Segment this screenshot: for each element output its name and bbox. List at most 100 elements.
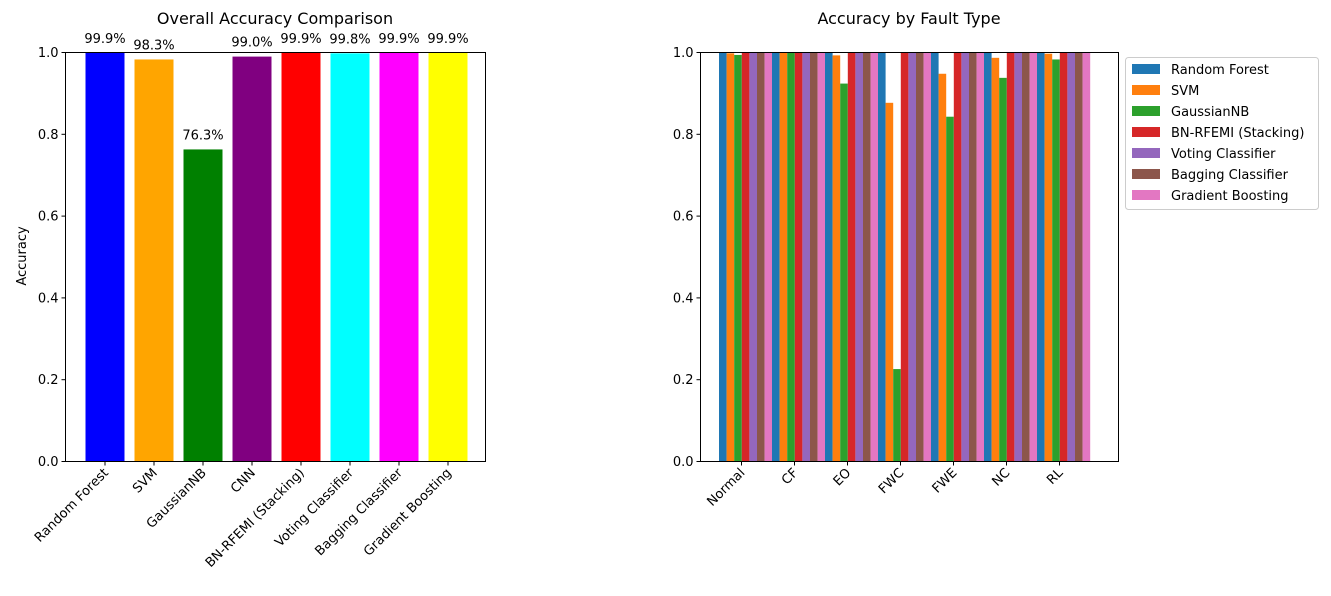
fault-type-bar (825, 53, 833, 462)
fault-type-x-tick-label: NC (989, 466, 1013, 490)
fault-type-bar (848, 53, 856, 462)
overall-bar (282, 53, 321, 462)
fault-type-bar (780, 53, 788, 462)
c1-y-tick-label: 0.2 (38, 373, 59, 388)
overall-bar (86, 53, 125, 462)
fault-type-bar (742, 53, 750, 462)
fault-type-x-tick-label: RL (1044, 465, 1067, 488)
legend-label: Voting Classifier (1171, 147, 1276, 162)
overall-x-tick-label: Random Forest (32, 466, 112, 546)
overall-bar (429, 53, 468, 462)
overall-x-tick-label: Gradient Boosting (361, 466, 455, 560)
fault-type-bar (931, 53, 939, 462)
overall-accuracy-plot-frame (66, 53, 486, 462)
c2-y-tick-label: 1.0 (673, 46, 694, 61)
fault-type-bar (916, 53, 924, 462)
overall-bar (135, 59, 174, 461)
c2-y-tick-label: 0.8 (673, 128, 694, 143)
overall-bar-value-label: 98.3% (133, 38, 174, 53)
fault-type-bar (772, 53, 780, 462)
fault-type-bar (1014, 53, 1022, 462)
overall-bar (233, 57, 272, 462)
c2-y-tick-label: 0.0 (673, 455, 694, 470)
fault-type-bar (818, 53, 826, 462)
legend-label: Gradient Boosting (1171, 189, 1289, 204)
fault-type-bar (787, 53, 795, 462)
fault-type-bar (810, 53, 818, 462)
fault-type-bar (1060, 53, 1068, 462)
fault-type-bar (749, 53, 757, 462)
c2-y-tick-label: 0.4 (673, 291, 694, 306)
overall-accuracy-title: Overall Accuracy Comparison (157, 9, 393, 28)
fault-type-x-tick-label: FWC (876, 466, 907, 497)
c1-y-tick-label: 0.6 (38, 210, 59, 225)
legend-swatch (1132, 127, 1160, 137)
fault-type-x-tick-label: CF (779, 466, 801, 488)
fault-type-bar (1067, 53, 1075, 462)
fault-type-bar (719, 53, 727, 462)
fault-type-x-tick-label: Normal (704, 466, 748, 510)
fault-type-bar (999, 78, 1007, 462)
fault-type-bar (946, 117, 954, 462)
fault-type-bar (1045, 54, 1053, 462)
overall-x-tick-label: Bagging Classifier (313, 465, 407, 559)
fault-type-bar (795, 53, 803, 462)
fault-type-bar (969, 53, 977, 462)
fault-type-x-tick-label: EO (831, 466, 855, 490)
overall-bar-value-label: 76.3% (182, 128, 223, 143)
fault-type-bar (855, 53, 863, 462)
c1-y-tick-label: 0.8 (38, 128, 59, 143)
fault-type-bar (765, 53, 773, 462)
overall-bar (331, 53, 370, 461)
fault-type-bar (893, 369, 901, 461)
fault-type-bar (1007, 53, 1015, 462)
legend-label: BN-RFEMI (Stacking) (1171, 126, 1304, 141)
fault-type-bar (1037, 53, 1045, 462)
legend-swatch (1132, 106, 1160, 116)
overall-bar-value-label: 99.0% (231, 36, 272, 51)
fault-type-bar (871, 53, 879, 462)
fault-type-accuracy-chart: Accuracy by Fault Type 0.0 0.2 0.4 0.6 0.8 1.… (673, 9, 1319, 510)
fault-type-bar (840, 84, 848, 462)
legend-swatch (1132, 190, 1160, 200)
legend-swatch (1132, 64, 1160, 74)
overall-x-tick-label: SVM (130, 466, 161, 497)
c1-y-tick-label: 1.0 (38, 46, 59, 61)
fault-type-bar (1030, 53, 1038, 462)
fault-type-bar (833, 55, 841, 461)
fault-type-bar (1052, 59, 1060, 461)
legend-swatch (1132, 85, 1160, 95)
fault-type-bar (984, 53, 992, 462)
overall-x-tick-label: BN-RFEMI (Stacking) (203, 466, 308, 571)
overall-bar-value-label: 99.9% (427, 32, 468, 47)
fault-type-bar (878, 53, 886, 462)
overall-bar (380, 53, 419, 462)
c2-y-tick-label: 0.6 (673, 210, 694, 225)
fault-type-bar (939, 74, 947, 462)
fault-type-bar (977, 53, 985, 462)
fault-type-bar (901, 53, 909, 462)
overall-accuracy-y-axis-label: Accuracy (15, 226, 30, 286)
overall-bar-value-label: 99.9% (378, 32, 419, 47)
c1-y-tick-label: 0.4 (38, 291, 59, 306)
fault-type-x-tick-label: FWE (930, 466, 961, 497)
fault-type-bar (863, 53, 871, 462)
legend-label: Random Forest (1171, 63, 1269, 78)
overall-bar-value-label: 99.9% (280, 32, 321, 47)
fault-type-bar (954, 53, 962, 462)
c2-y-tick-label: 0.2 (673, 373, 694, 388)
overall-bar-value-label: 99.8% (329, 32, 370, 47)
fault-type-bar (908, 53, 916, 462)
fault-type-bar (961, 53, 969, 462)
overall-accuracy-chart: Overall Accuracy Comparison Accuracy 0.0… (15, 9, 486, 571)
legend-label: SVM (1171, 84, 1199, 99)
legend-label: GaussianNB (1171, 105, 1249, 120)
fault-type-legend: Random Forest SVM GaussianNB BN-RFEMI (Stac… (1126, 58, 1319, 210)
legend-label: Bagging Classifier (1171, 168, 1289, 183)
fault-type-bar (757, 53, 765, 462)
fault-type-bar (1075, 53, 1083, 462)
fault-type-bar (1083, 53, 1091, 462)
legend-swatch (1132, 169, 1160, 179)
fault-type-bar (1022, 53, 1030, 462)
